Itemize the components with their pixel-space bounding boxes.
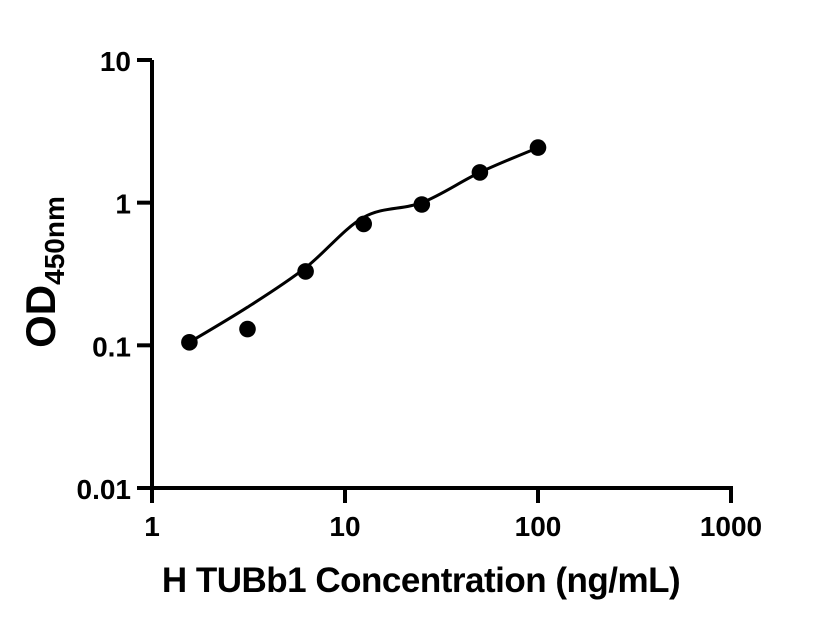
x-tick-label: 1000 xyxy=(700,511,762,542)
y-tick-label: 10 xyxy=(100,46,131,77)
data-point xyxy=(471,164,489,181)
data-points xyxy=(181,139,547,351)
y-axis-title: OD450nm xyxy=(17,196,70,348)
data-point xyxy=(181,334,198,351)
x-tick-label: 100 xyxy=(515,511,562,542)
data-point xyxy=(413,196,431,213)
y-axis-title-subscript: 450nm xyxy=(39,196,70,285)
y-axis-ticks xyxy=(137,57,152,490)
y-axis-title-main: OD xyxy=(17,285,64,348)
x-tick-label: 1 xyxy=(144,511,160,542)
axes xyxy=(150,60,733,490)
y-tick-label: 1 xyxy=(115,189,131,220)
y-tick-label: 0.01 xyxy=(77,474,132,505)
data-point xyxy=(239,320,256,338)
x-axis-ticks xyxy=(150,488,733,503)
y-axis-tick-labels: 10 1 0.1 0.01 xyxy=(77,46,132,505)
x-axis-tick-labels: 1 10 100 1000 xyxy=(144,511,762,542)
x-axis-title: H TUBb1 Concentration (ng/mL) xyxy=(162,561,680,600)
data-point xyxy=(529,139,547,156)
x-tick-label: 10 xyxy=(329,511,360,542)
data-point xyxy=(355,215,373,233)
y-tick-label: 0.1 xyxy=(92,331,131,362)
data-point xyxy=(297,263,314,280)
